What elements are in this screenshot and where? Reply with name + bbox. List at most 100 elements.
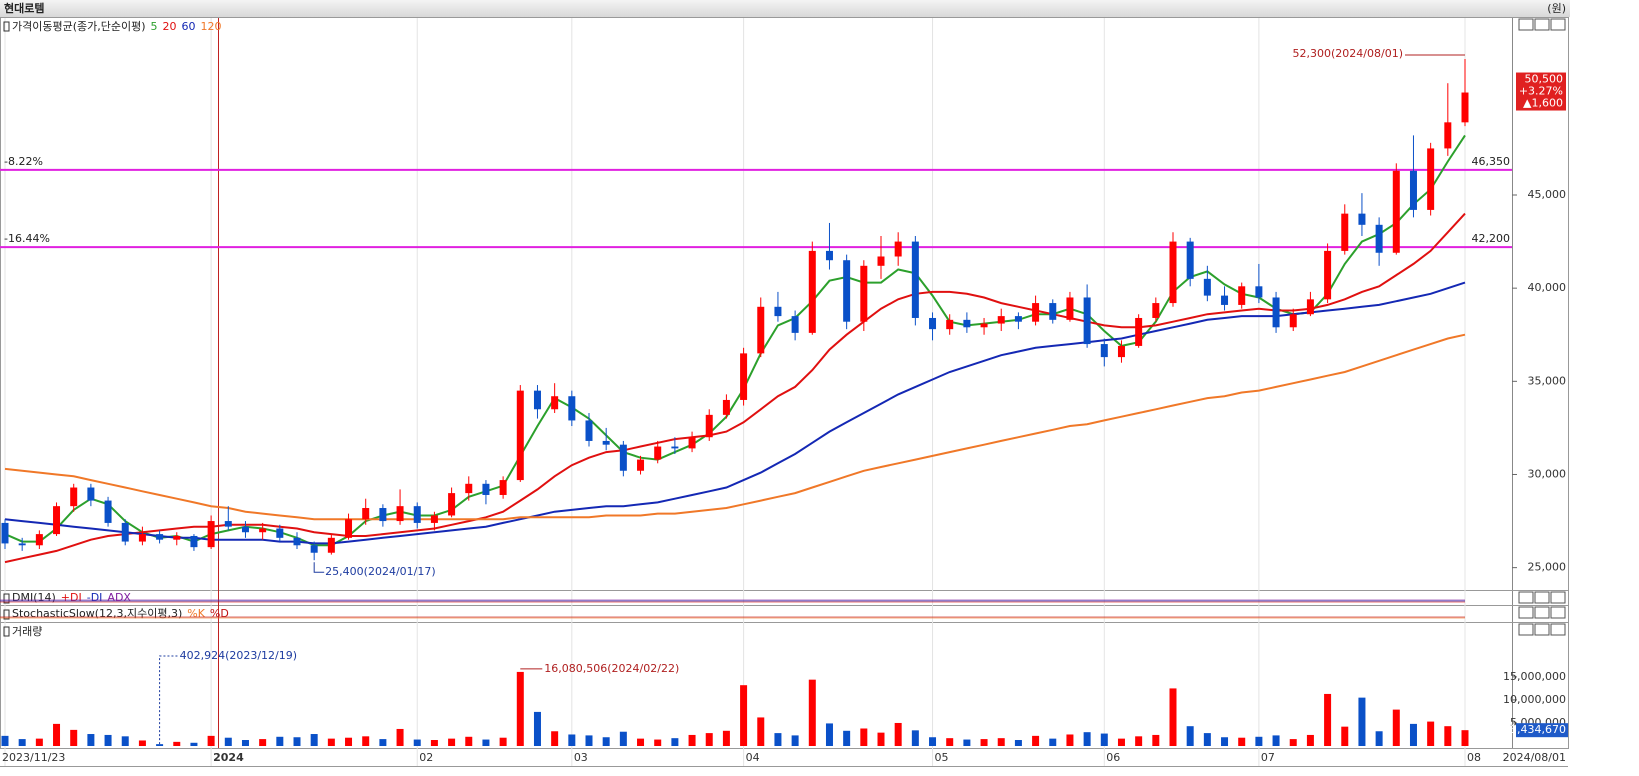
volume-bar — [499, 737, 507, 746]
x-tick-label: 03 — [574, 751, 588, 764]
candle-body — [963, 319, 971, 328]
window-button[interactable] — [1550, 606, 1566, 619]
volume-bar — [207, 735, 215, 746]
volume-bar — [293, 737, 301, 746]
volume-bar — [585, 735, 593, 746]
candle-body — [18, 543, 26, 546]
stock-title: 현대로템 — [4, 1, 44, 15]
candle-body — [190, 535, 198, 548]
candle-body — [241, 526, 249, 533]
volume-bar — [1427, 721, 1435, 746]
volume-bar — [1152, 734, 1160, 746]
volume-bar — [1203, 733, 1211, 746]
candle-body — [551, 396, 559, 410]
candle-body — [35, 534, 43, 546]
reference-label: 42,200 — [1472, 232, 1511, 245]
candle-body — [1186, 241, 1194, 279]
candle-body — [791, 316, 799, 333]
last-diff: ▲1,600 — [1523, 97, 1563, 110]
window-button[interactable] — [1518, 606, 1534, 619]
legend-icon — [3, 593, 10, 604]
volume-bar — [1066, 734, 1074, 746]
volume-bar — [465, 736, 473, 746]
x-tick-label: 07 — [1261, 751, 1275, 764]
legend-entry: 5 — [151, 20, 158, 33]
title-bar — [0, 0, 1570, 17]
candle-body — [980, 323, 988, 328]
candle-body — [121, 522, 129, 542]
legend-title: 가격이동평균(종가,단순이평) — [12, 20, 146, 33]
candle-body — [1272, 297, 1280, 328]
unit-label: (원) — [1547, 2, 1566, 15]
volume-bar — [156, 744, 164, 746]
window-button[interactable] — [1534, 18, 1550, 31]
candle-body — [757, 306, 765, 354]
volume-bar — [1100, 733, 1108, 746]
candle-body — [138, 534, 146, 542]
window-button[interactable] — [1550, 623, 1566, 636]
volume-bar — [568, 734, 576, 746]
candle-body — [1341, 213, 1349, 251]
candle-body — [929, 317, 937, 330]
candle-body — [87, 487, 95, 501]
last-price-badge — [1516, 72, 1566, 111]
reference-change: -16.44% — [4, 232, 50, 245]
candle-body — [774, 306, 782, 317]
y-tick-label: 45,000 — [1528, 188, 1567, 201]
candle-body — [448, 493, 456, 516]
candle-body — [1289, 314, 1297, 328]
volume-bar — [1255, 736, 1263, 746]
candle-body — [1461, 92, 1469, 123]
window-button[interactable] — [1534, 606, 1550, 619]
indicator-legend: %D — [210, 607, 229, 620]
volume-bar — [1221, 737, 1229, 746]
window-button[interactable] — [1550, 591, 1566, 604]
window-button[interactable] — [1550, 18, 1566, 31]
candle-body — [1083, 297, 1091, 345]
candle-body — [1169, 241, 1177, 304]
y-tick-label: 10,000,000 — [1503, 693, 1566, 706]
candle-body — [1392, 170, 1400, 253]
y-tick-label: 25,000 — [1528, 561, 1567, 574]
volume-bar — [327, 738, 335, 746]
candle-body — [1375, 224, 1383, 253]
volume-bar — [1289, 739, 1297, 746]
candle-body — [156, 534, 164, 540]
candle-body — [362, 508, 370, 520]
high-annotation: 52,300(2024/08/01) — [1293, 47, 1403, 60]
candle-body — [327, 537, 335, 553]
window-button[interactable] — [1534, 623, 1550, 636]
volume-bar — [705, 733, 713, 746]
volume-bar — [637, 738, 645, 746]
x-tick-label: 08 — [1467, 751, 1481, 764]
y-tick-label: 35,000 — [1528, 374, 1567, 387]
candle-body — [259, 528, 267, 533]
volume-bar — [757, 717, 765, 746]
window-button[interactable] — [1534, 591, 1550, 604]
moving-average-line — [4, 212, 1466, 564]
last-price: 50,500 — [1525, 73, 1564, 86]
legend-entry: 20 — [163, 20, 177, 33]
candle-body — [654, 446, 662, 460]
volume-bar — [688, 734, 696, 746]
candle-body — [310, 545, 318, 553]
volume-bar — [533, 711, 541, 746]
candle-body — [585, 420, 593, 441]
volume-bar — [911, 730, 919, 746]
volume-last: 3,434,670 — [1510, 723, 1566, 736]
reference-label: 46,350 — [1472, 155, 1511, 168]
window-button[interactable] — [1518, 623, 1534, 636]
volume-bar — [53, 723, 61, 746]
window-button[interactable] — [1518, 591, 1534, 604]
volume-bar — [70, 729, 78, 746]
volume-bar — [1341, 726, 1349, 746]
volume-bar — [1238, 737, 1246, 746]
candle-body — [1221, 295, 1229, 305]
x-tick-label: 2024 — [213, 751, 244, 764]
window-button[interactable] — [1518, 18, 1534, 31]
candle-body — [894, 241, 902, 257]
candle-body — [1238, 286, 1246, 305]
volume-bar — [413, 739, 421, 746]
